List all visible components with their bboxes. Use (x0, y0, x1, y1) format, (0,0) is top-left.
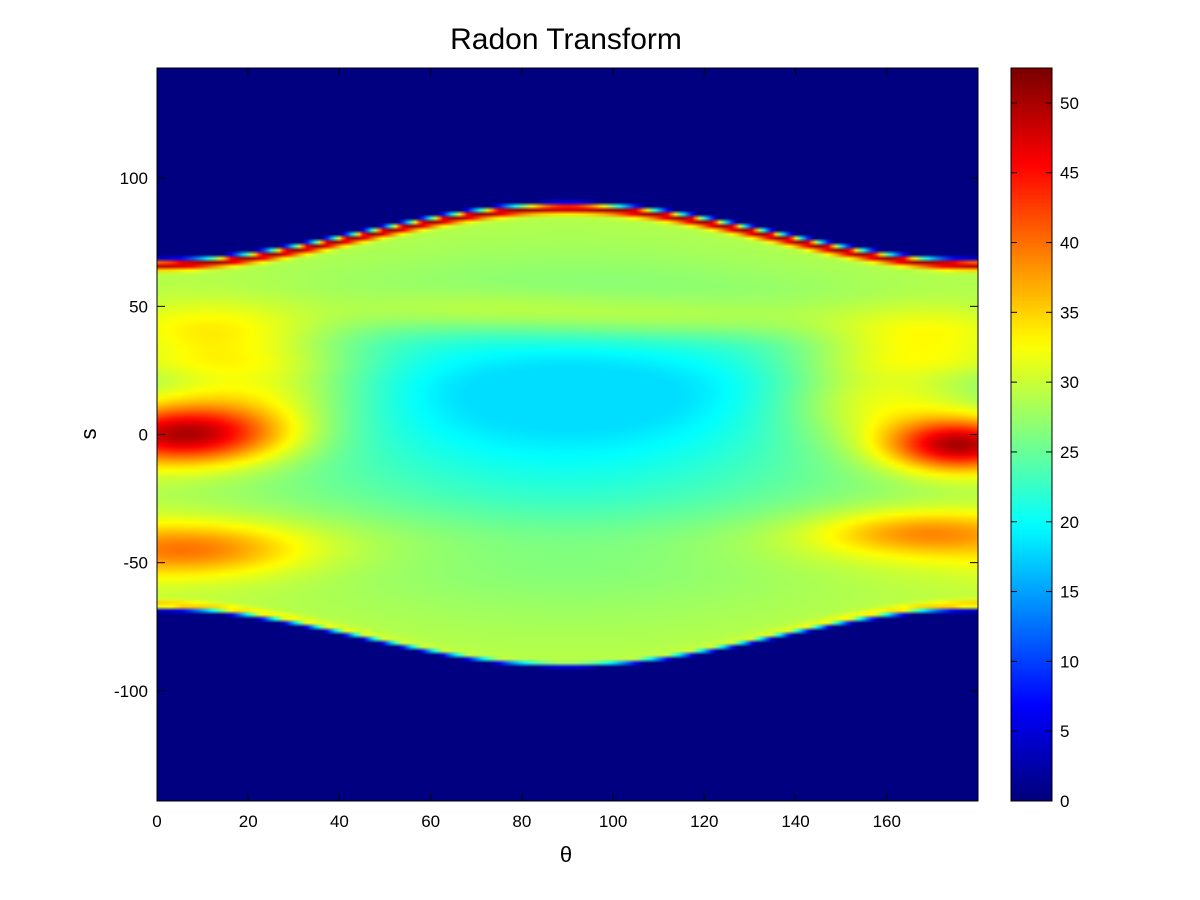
chart-title: Radon Transform (450, 23, 682, 56)
x-tick-label: 20 (239, 812, 258, 831)
colorbar-frame (1010, 67, 1053, 802)
y-tick-label: 50 (129, 297, 148, 316)
x-tick-label: 0 (152, 812, 161, 831)
y-axis: 100 50 0 -50 -100 (114, 169, 978, 701)
x-axis: 0 20 40 60 80 100 120 140 160 (152, 68, 901, 831)
colorbar-tick-label: 40 (1060, 234, 1079, 253)
x-tick-label: 140 (781, 812, 809, 831)
colorbar-gradient-container (1011, 68, 1052, 801)
x-tick-label: 60 (421, 812, 440, 831)
colorbar-tick-label: 30 (1060, 373, 1079, 392)
colorbar-tick-label: 20 (1060, 513, 1079, 532)
colorbar-tick-label: 0 (1060, 792, 1069, 811)
x-tick-label: 160 (873, 812, 901, 831)
y-tick-label: -50 (123, 554, 148, 573)
x-tick-label: 120 (690, 812, 718, 831)
colorbar-gradient (1011, 68, 1052, 801)
colorbar: 0 5 10 15 20 25 30 35 40 45 50 (1010, 67, 1079, 811)
y-tick-label: -100 (114, 682, 148, 701)
y-axis-label: s (76, 429, 101, 440)
colorbar-tick-label: 35 (1060, 303, 1079, 322)
colorbar-tick-label: 5 (1060, 722, 1069, 741)
x-tick-label: 40 (330, 812, 349, 831)
x-tick-label: 80 (512, 812, 531, 831)
colorbar-tick-label: 50 (1060, 94, 1079, 113)
plot-area (156, 67, 979, 802)
heatmap-image-container (157, 68, 978, 801)
heatmap-image (157, 68, 978, 801)
colorbar-ticks: 0 5 10 15 20 25 30 35 40 45 50 (1011, 94, 1079, 811)
y-tick-label: 100 (120, 169, 148, 188)
colorbar-tick-label: 10 (1060, 652, 1079, 671)
colorbar-tick-label: 45 (1060, 164, 1079, 183)
colorbar-tick-label: 25 (1060, 443, 1079, 462)
x-tick-label: 100 (599, 812, 627, 831)
colorbar-tick-label: 15 (1060, 583, 1079, 602)
y-tick-label: 0 (139, 426, 148, 445)
x-axis-label: θ (560, 842, 572, 867)
